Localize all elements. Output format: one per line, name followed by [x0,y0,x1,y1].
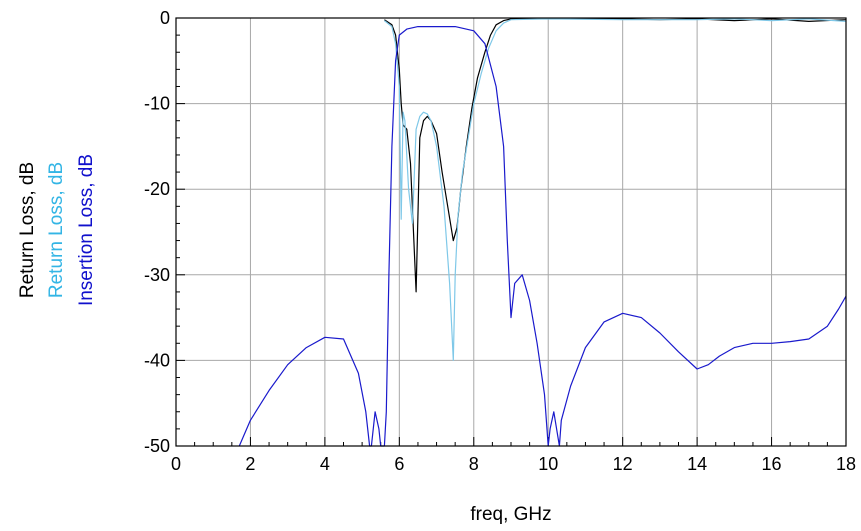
series-line-0 [384,18,847,293]
series-line-1 [384,18,847,361]
x-tick-label: 10 [538,454,558,474]
y-axis-label-return-loss-cyan: Return Loss, dB [46,162,67,298]
x-tick-label: 4 [320,454,330,474]
x-tick-label: 14 [687,454,707,474]
series-line-2 [238,26,847,447]
y-axis-label-return-loss-black: Return Loss, dB [17,162,38,298]
y-tick-label: -10 [144,94,170,114]
x-tick-label: 16 [762,454,782,474]
x-tick-labels: 0 2 4 6 8 10 12 14 16 18 [171,454,856,474]
y-tick-label: -40 [144,350,170,370]
x-axis-label: freq, GHz [470,504,551,525]
x-tick-label: 12 [613,454,633,474]
x-tick-label: 2 [245,454,255,474]
grid [176,18,846,446]
y-tick-labels: 0 -10 -20 -30 -40 -50 [144,8,170,456]
series-lines [238,18,847,447]
plot-frame [175,17,847,447]
y-axis-label-insertion-loss: Insertion Loss, dB [76,154,97,306]
y-tick-label: 0 [160,8,170,28]
y-tick-label: -20 [144,179,170,199]
x-tick-label: 0 [171,454,181,474]
x-tick-label: 18 [836,454,856,474]
x-tick-label: 6 [394,454,404,474]
y-tick-label: -50 [144,436,170,456]
minor-ticks [175,17,847,447]
y-tick-label: -30 [144,265,170,285]
x-tick-label: 8 [469,454,479,474]
